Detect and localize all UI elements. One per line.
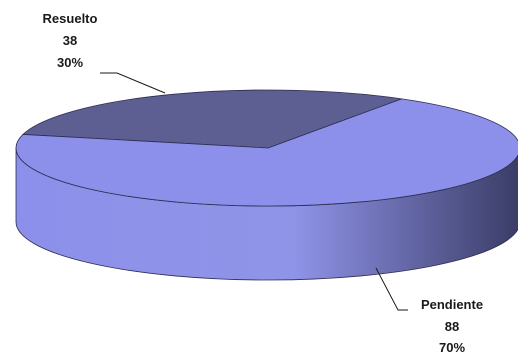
slice-label-resuelto: Resuelto — [43, 11, 98, 26]
slice-label-pendiente: Pendiente — [421, 297, 483, 312]
slice-percent-resuelto: 30% — [57, 55, 83, 70]
pie-slice-pendiente — [15, 98, 518, 207]
slice-value-resuelto: 38 — [63, 33, 77, 48]
leader-line-pendiente — [375, 267, 408, 311]
leader-line-resuelto — [100, 72, 166, 94]
slice-percent-pendiente: 70% — [439, 340, 465, 355]
slice-value-pendiente: 88 — [445, 319, 459, 334]
